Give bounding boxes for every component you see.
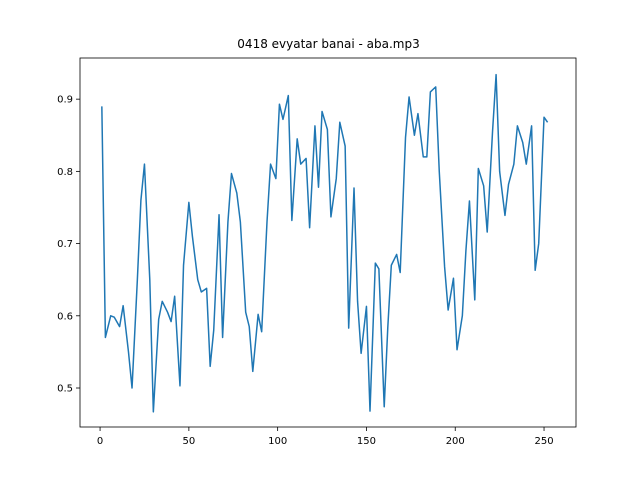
y-tick-label: 0.6: [57, 311, 73, 322]
plot-frame: [79, 57, 577, 428]
y-tick-label: 0.9: [57, 95, 73, 106]
y-tick-label: 0.8: [57, 167, 73, 178]
x-tick-label: 250: [534, 436, 553, 447]
data-line: [101, 73, 549, 413]
chart-title: 0418 evyatar banai - aba.mp3: [237, 37, 419, 51]
x-tick-label: 50: [182, 436, 195, 447]
x-tick-label: 0: [97, 436, 103, 447]
x-tick-label: 100: [268, 436, 287, 447]
y-tick-label: 0.5: [57, 384, 73, 395]
x-tick-label: 150: [357, 436, 376, 447]
x-tick-label: 200: [446, 436, 465, 447]
y-tick-label: 0.7: [57, 239, 73, 250]
